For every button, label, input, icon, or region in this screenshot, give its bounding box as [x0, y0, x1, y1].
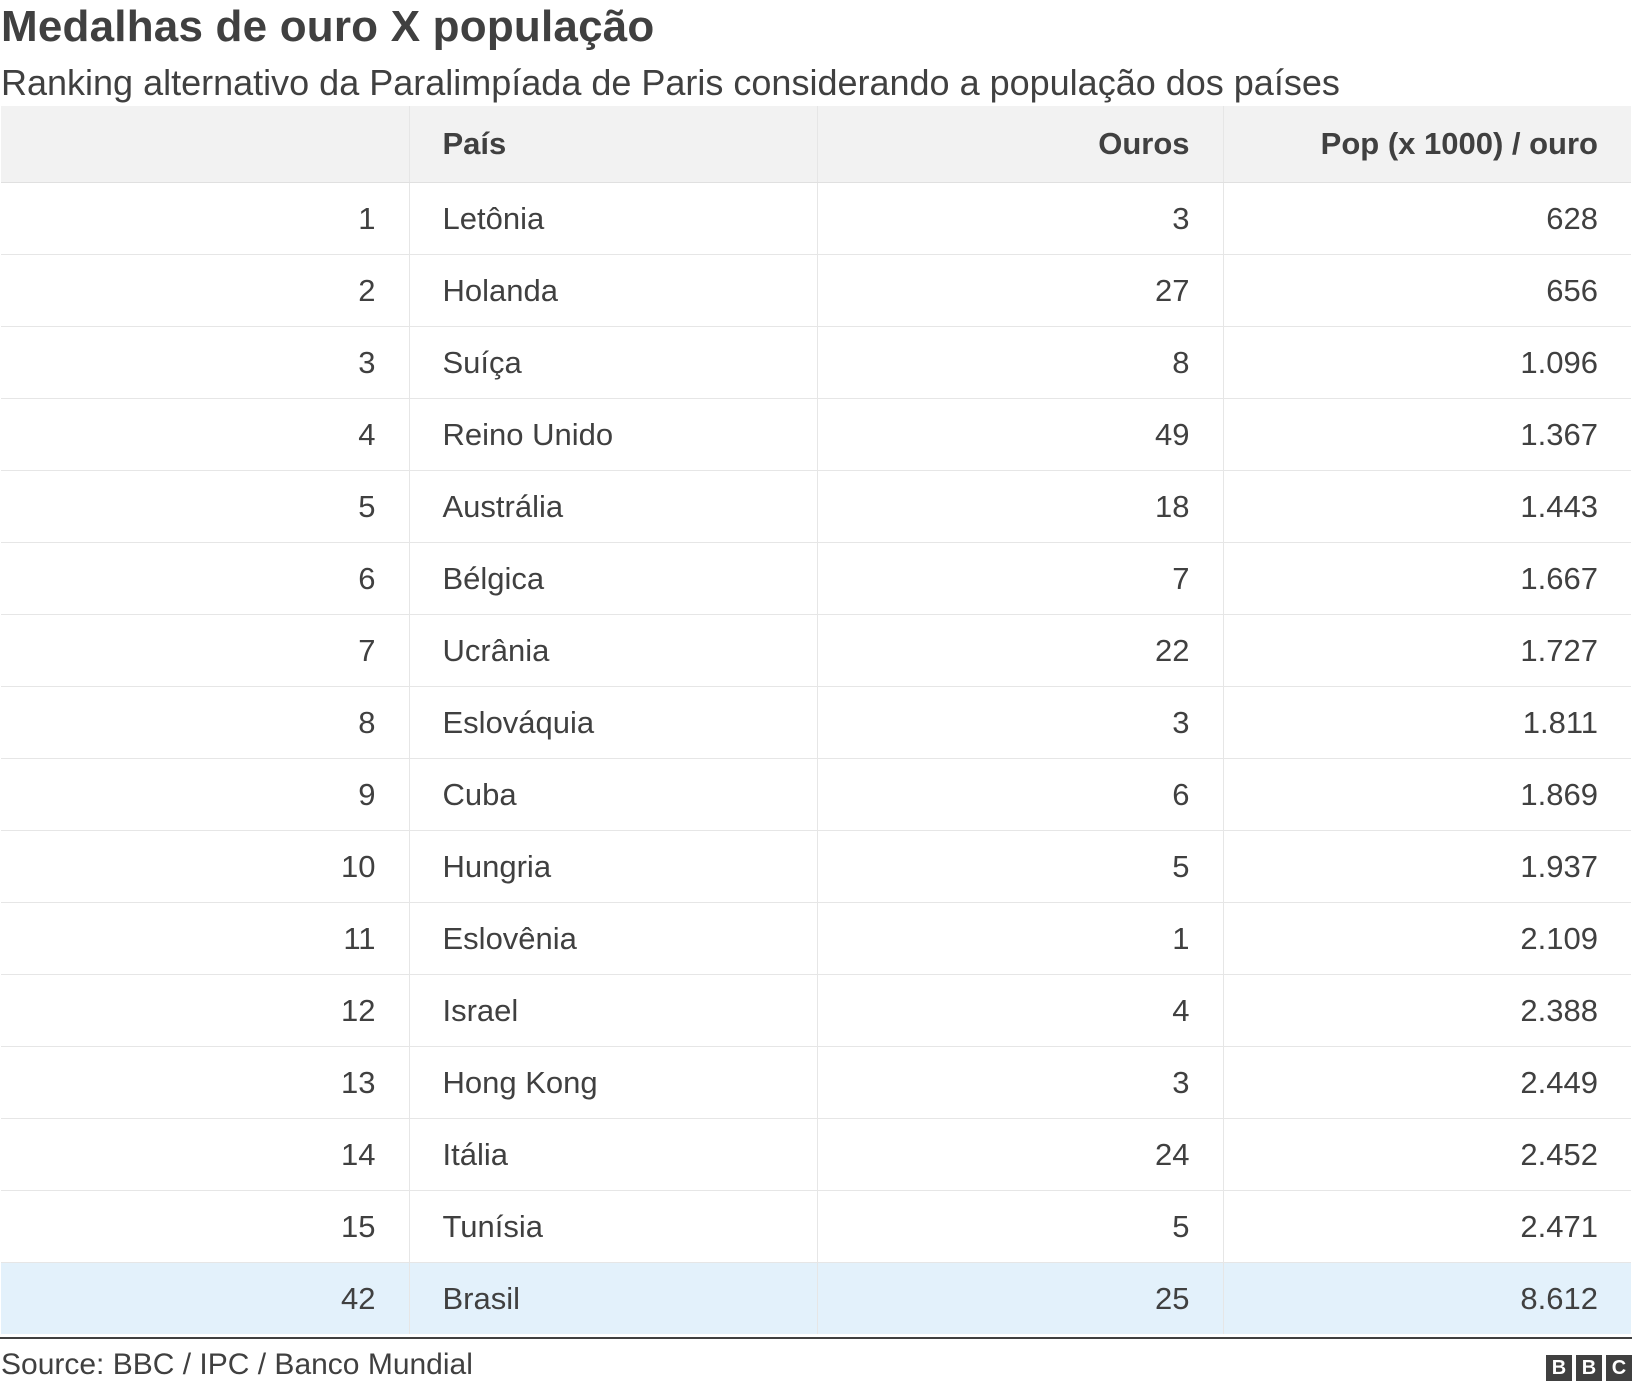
table-body: 1 Letônia 3 628 2 Holanda 27 656 3 Suíça 8 1.096 4 Re… — [1, 182, 1631, 1334]
column-header-pop-per-gold: Pop (x 1000) / ouro — [1222, 106, 1631, 183]
cell-pop-per-gold: 2.388 — [1222, 974, 1631, 1047]
cell-ouros: 5 — [816, 1190, 1223, 1263]
table-row: 15 Tunísia 5 2.471 — [1, 1190, 1631, 1263]
cell-pop-per-gold: 1.869 — [1222, 758, 1631, 831]
cell-pais: Eslovênia — [408, 902, 817, 975]
cell-rank: 1 — [1, 182, 409, 255]
cell-pais: Letônia — [408, 182, 817, 255]
cell-pop-per-gold: 656 — [1222, 254, 1631, 327]
bbc-logo-block-3: C — [1606, 1355, 1632, 1381]
cell-pais: Bélgica — [408, 542, 817, 615]
cell-pop-per-gold: 628 — [1222, 182, 1631, 255]
table-row: 6 Bélgica 7 1.667 — [1, 542, 1631, 615]
cell-pais: Brasil — [408, 1262, 817, 1334]
cell-pop-per-gold: 1.367 — [1222, 398, 1631, 471]
table-row: 9 Cuba 6 1.869 — [1, 758, 1631, 831]
table-row: 10 Hungria 5 1.937 — [1, 830, 1631, 903]
cell-rank: 10 — [1, 830, 409, 903]
chart-subtitle: Ranking alternativo da Paralimpíada de P… — [1, 62, 1340, 103]
cell-ouros: 3 — [816, 182, 1223, 255]
table-row: 13 Hong Kong 3 2.449 — [1, 1046, 1631, 1119]
table-row: 11 Eslovênia 1 2.109 — [1, 902, 1631, 975]
cell-rank: 14 — [1, 1118, 409, 1191]
table-row: 12 Israel 4 2.388 — [1, 974, 1631, 1047]
bbc-logo-block-2: B — [1576, 1355, 1602, 1381]
cell-ouros: 8 — [816, 326, 1223, 399]
column-header-ouros: Ouros — [816, 106, 1223, 183]
cell-rank: 9 — [1, 758, 409, 831]
footer-divider — [0, 1337, 1632, 1339]
cell-rank: 13 — [1, 1046, 409, 1119]
cell-ouros: 7 — [816, 542, 1223, 615]
table-header-row: País Ouros Pop (x 1000) / ouro — [1, 106, 1631, 183]
column-header-pais: País — [408, 106, 817, 183]
cell-rank: 3 — [1, 326, 409, 399]
table-row: 2 Holanda 27 656 — [1, 254, 1631, 327]
cell-pais: Itália — [408, 1118, 817, 1191]
cell-pop-per-gold: 2.452 — [1222, 1118, 1631, 1191]
table-row: 5 Austrália 18 1.443 — [1, 470, 1631, 543]
cell-pop-per-gold: 1.937 — [1222, 830, 1631, 903]
cell-rank: 12 — [1, 974, 409, 1047]
ranking-table: País Ouros Pop (x 1000) / ouro 1 Letônia 3… — [1, 106, 1631, 1334]
table-row: 4 Reino Unido 49 1.367 — [1, 398, 1631, 471]
cell-pais: Tunísia — [408, 1190, 817, 1263]
cell-pais: Austrália — [408, 470, 817, 543]
cell-pais: Ucrânia — [408, 614, 817, 687]
source-note: Source: BBC / IPC / Banco Mundial — [1, 1348, 473, 1381]
table-row: 3 Suíça 8 1.096 — [1, 326, 1631, 399]
table-row: 8 Eslováquia 3 1.811 — [1, 686, 1631, 759]
chart-title: Medalhas de ouro X população — [1, 2, 655, 51]
cell-pop-per-gold: 2.471 — [1222, 1190, 1631, 1263]
cell-ouros: 22 — [816, 614, 1223, 687]
cell-rank: 6 — [1, 542, 409, 615]
cell-ouros: 5 — [816, 830, 1223, 903]
cell-pop-per-gold: 1.096 — [1222, 326, 1631, 399]
cell-pop-per-gold: 1.727 — [1222, 614, 1631, 687]
cell-ouros: 3 — [816, 686, 1223, 759]
table-row: 14 Itália 24 2.452 — [1, 1118, 1631, 1191]
bbc-logo: B B C — [1546, 1355, 1632, 1381]
cell-rank: 11 — [1, 902, 409, 975]
cell-ouros: 25 — [816, 1262, 1223, 1334]
cell-rank: 8 — [1, 686, 409, 759]
cell-ouros: 3 — [816, 1046, 1223, 1119]
table-row: 1 Letônia 3 628 — [1, 182, 1631, 255]
cell-pop-per-gold: 1.667 — [1222, 542, 1631, 615]
cell-rank: 7 — [1, 614, 409, 687]
cell-pais: Eslováquia — [408, 686, 817, 759]
cell-rank: 4 — [1, 398, 409, 471]
cell-pais: Holanda — [408, 254, 817, 327]
cell-pop-per-gold: 8.612 — [1222, 1262, 1631, 1334]
table-row: 7 Ucrânia 22 1.727 — [1, 614, 1631, 687]
cell-rank: 2 — [1, 254, 409, 327]
cell-ouros: 18 — [816, 470, 1223, 543]
cell-ouros: 49 — [816, 398, 1223, 471]
cell-pais: Reino Unido — [408, 398, 817, 471]
cell-rank: 42 — [1, 1262, 409, 1334]
cell-pop-per-gold: 2.449 — [1222, 1046, 1631, 1119]
cell-ouros: 27 — [816, 254, 1223, 327]
cell-pais: Suíça — [408, 326, 817, 399]
cell-ouros: 24 — [816, 1118, 1223, 1191]
column-header-rank — [1, 106, 409, 183]
cell-pais: Cuba — [408, 758, 817, 831]
cell-pais: Israel — [408, 974, 817, 1047]
cell-pais: Hong Kong — [408, 1046, 817, 1119]
cell-pop-per-gold: 1.811 — [1222, 686, 1631, 759]
table-row: 42 Brasil 25 8.612 — [1, 1262, 1631, 1334]
cell-rank: 15 — [1, 1190, 409, 1263]
cell-ouros: 6 — [816, 758, 1223, 831]
cell-rank: 5 — [1, 470, 409, 543]
cell-ouros: 1 — [816, 902, 1223, 975]
bbc-logo-block-1: B — [1546, 1355, 1572, 1381]
cell-ouros: 4 — [816, 974, 1223, 1047]
cell-pop-per-gold: 2.109 — [1222, 902, 1631, 975]
cell-pais: Hungria — [408, 830, 817, 903]
cell-pop-per-gold: 1.443 — [1222, 470, 1631, 543]
